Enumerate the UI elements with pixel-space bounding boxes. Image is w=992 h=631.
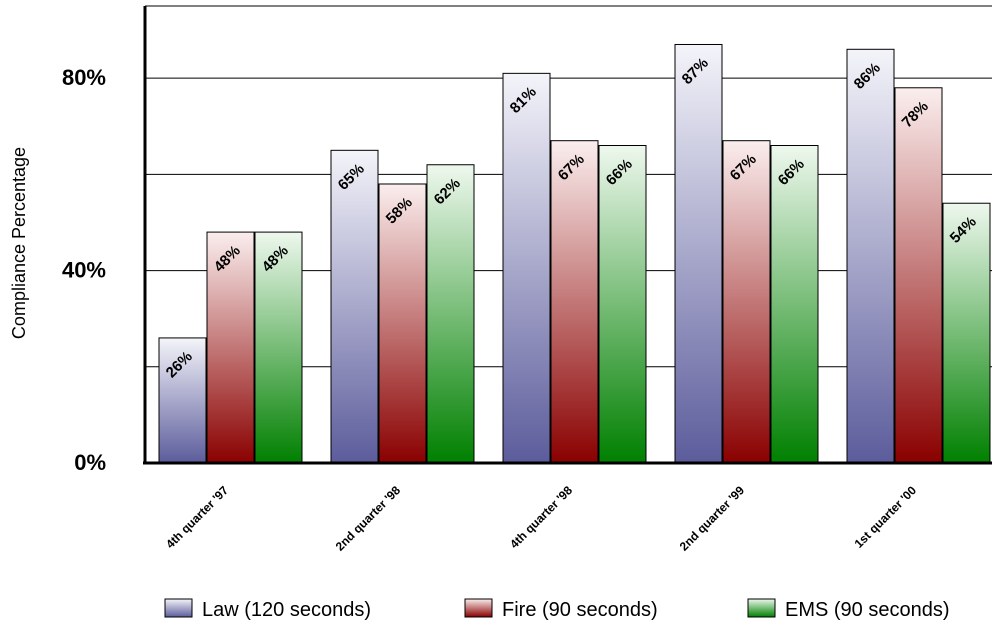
bar [502,72,551,464]
legend-label: Fire (90 seconds) [502,599,658,621]
legend-swatch [164,598,193,618]
y-tick-label: 0% [74,450,106,475]
y-tick-label: 40% [62,258,106,283]
y-tick-label: 80% [62,65,106,90]
x-tick-label: 2nd quarter '98 [333,483,404,554]
bar [158,337,207,464]
bar [550,140,599,464]
legend-label: EMS (90 seconds) [785,599,950,621]
bar [598,145,647,464]
x-tick-label: 4th quarter '98 [507,483,575,551]
bar [846,48,895,464]
bar [426,164,475,464]
bar [894,87,943,464]
x-tick-label: 1st quarter '00 [852,483,920,551]
y-axis-title: Compliance Percentage [9,147,29,339]
bar [674,43,723,464]
bar [942,202,991,464]
legend-swatch [464,598,493,618]
legend-swatch [747,598,776,618]
x-tick-label: 4th quarter '97 [163,483,231,551]
x-tick-label: 2nd quarter '99 [677,483,748,554]
legend: Law (120 seconds) Fire (90 seconds) EMS (9… [164,598,950,621]
legend-label: Law (120 seconds) [202,599,371,621]
bars [158,43,991,464]
bar [330,149,379,464]
bar [254,231,303,464]
bar [378,183,427,464]
bar [770,145,819,464]
bar [722,140,771,464]
